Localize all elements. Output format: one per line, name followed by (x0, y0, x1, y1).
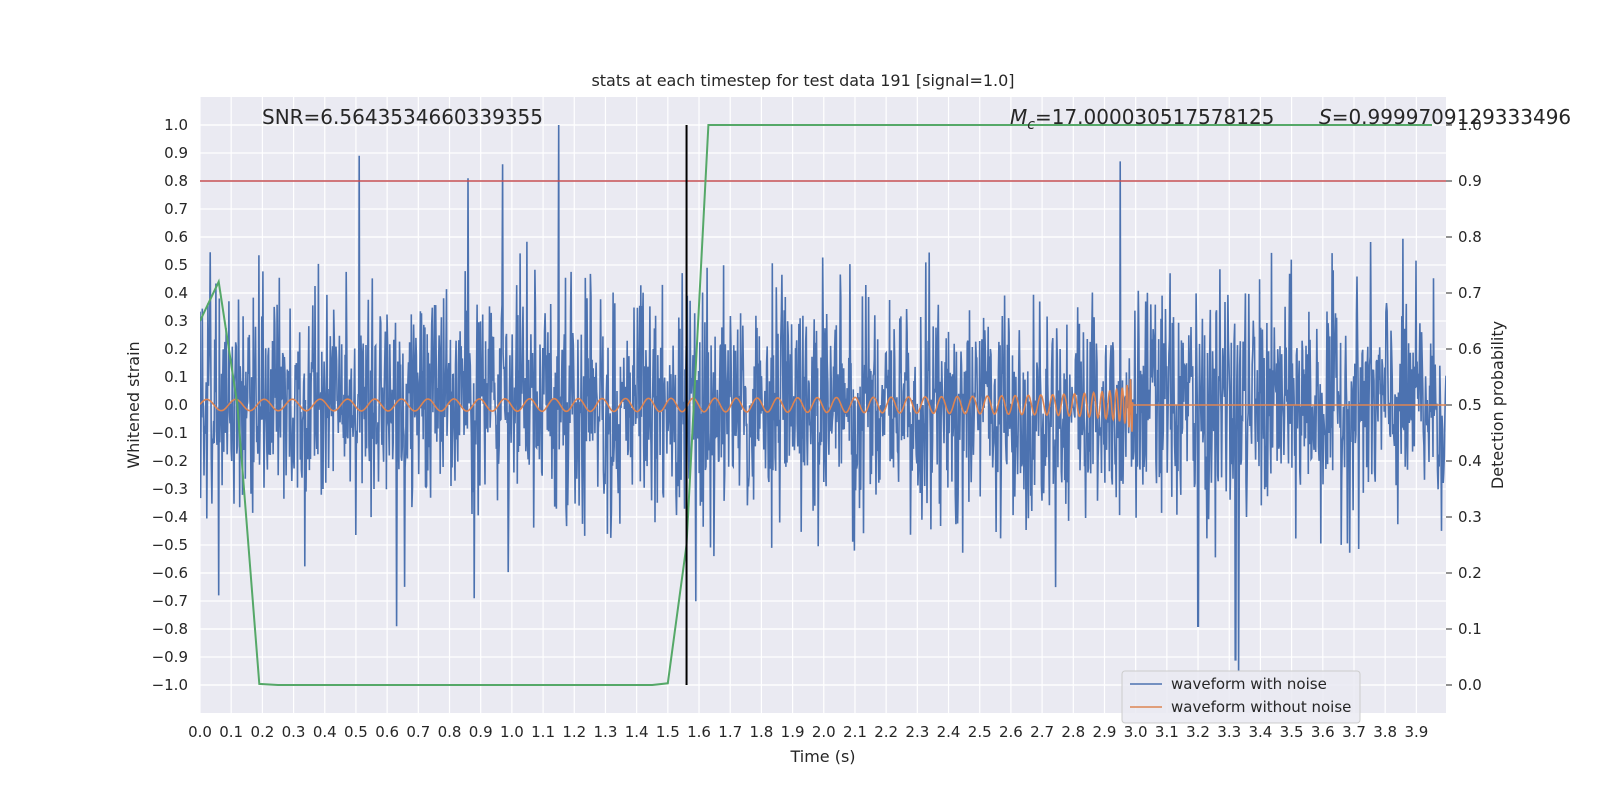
x-tick-label: 0.6 (375, 723, 399, 741)
x-tick-label: 1.8 (749, 723, 773, 741)
x-tick-label: 0.4 (313, 723, 337, 741)
y-tick-label-left: −0.8 (152, 620, 188, 638)
y-tick-label-left: 1.0 (164, 116, 188, 134)
x-tick-label: 2.6 (999, 723, 1023, 741)
legend-box (1121, 670, 1361, 724)
x-tick-label: 0.3 (282, 723, 306, 741)
y-tick-label-left: 0.2 (164, 340, 188, 358)
x-tick-label: 1.7 (718, 723, 742, 741)
x-tick-label: 1.3 (594, 723, 618, 741)
x-tick-labels: 0.0 0.1 0.2 0.3 0.4 0.5 0.6 0.7 0.8 0.9 1.0 1.1 1.2 1… (188, 723, 1428, 741)
series-detection-probability (200, 124, 1432, 686)
x-tick-label: 2.0 (812, 723, 836, 741)
chirp-mass-annotation: Mc=17.000030517578125 (1010, 105, 1274, 133)
y-tick-label-left: 0.3 (164, 312, 188, 330)
x-tick-label: 1.9 (781, 723, 805, 741)
x-tick-label: 2.7 (1030, 723, 1054, 741)
y-tick-labels-left: 1.0 0.9 0.8 0.7 0.6 0.5 0.4 0.3 0.2 0.1 0.0 −0.1 −0.… (152, 116, 188, 694)
x-tick-label: 2.5 (968, 723, 992, 741)
y-tick-label-left: −0.7 (152, 592, 188, 610)
y-tick-label-right: 0.6 (1458, 340, 1482, 358)
y-tick-label-left: 0.5 (164, 256, 188, 274)
y-tick-label-left: −0.5 (152, 536, 188, 554)
x-tick-label: 1.6 (687, 723, 711, 741)
x-tick-label: 0.2 (250, 723, 274, 741)
legend: waveform with noise waveform without noi… (1121, 670, 1361, 724)
x-tick-label: 0.1 (219, 723, 243, 741)
x-tick-label: 3.7 (1342, 723, 1366, 741)
x-tick-label: 3.9 (1404, 723, 1428, 741)
x-tick-label: 3.5 (1280, 723, 1304, 741)
y-tick-label-right: 0.2 (1458, 564, 1482, 582)
series-waveform-without-noise (200, 378, 1446, 432)
x-tick-label: 2.8 (1061, 723, 1085, 741)
x-tick-label: 0.8 (438, 723, 462, 741)
x-tick-label: 2.2 (874, 723, 898, 741)
y-tick-label-left: 0.8 (164, 172, 188, 190)
x-tick-label: 0.7 (406, 723, 430, 741)
legend-label-clean: waveform without noise (1171, 698, 1351, 716)
x-tick-label: 3.3 (1217, 723, 1241, 741)
y-tick-label-left: 0.1 (164, 368, 188, 386)
y-tick-label-right: 0.5 (1458, 396, 1482, 414)
x-tick-label: 2.1 (843, 723, 867, 741)
x-tick-label: 3.0 (1124, 723, 1148, 741)
y-tick-label-left: 0.4 (164, 284, 188, 302)
y-tick-label-left: 0.0 (164, 396, 188, 414)
x-tick-label: 2.4 (937, 723, 961, 741)
y-tick-label-left: −0.4 (152, 508, 188, 526)
x-tick-label: 2.3 (905, 723, 929, 741)
y-tick-label-right: 1.0 (1458, 116, 1482, 134)
score-symbol: S (1319, 105, 1332, 129)
score-value: =0.9999709129333496 (1332, 105, 1571, 129)
score-annotation: S=0.9999709129333496 (1319, 105, 1571, 129)
y-tick-label-right: 0.9 (1458, 172, 1482, 190)
legend-label-noise: waveform with noise (1171, 675, 1327, 693)
y-axis-label-right: Detection probability (1488, 321, 1507, 489)
y-tick-labels-right: 1.0 0.9 0.8 0.7 0.6 0.5 0.4 0.3 0.2 0.1 0.0 (1446, 116, 1482, 694)
x-tick-label: 3.4 (1248, 723, 1272, 741)
x-tick-label: 1.1 (531, 723, 555, 741)
chirp-mass-subscript: c (1027, 117, 1035, 133)
y-tick-label-left: 0.7 (164, 200, 188, 218)
x-tick-label: 0.9 (469, 723, 493, 741)
x-tick-label: 3.8 (1373, 723, 1397, 741)
y-tick-label-left: 0.6 (164, 228, 188, 246)
y-tick-label-right: 0.0 (1458, 676, 1482, 694)
chirp-mass-value: =17.000030517578125 (1035, 105, 1274, 129)
x-tick-label: 1.5 (656, 723, 680, 741)
y-tick-label-left: −0.9 (152, 648, 188, 666)
series-waveform-with-noise (200, 124, 1446, 672)
x-tick-label: 3.2 (1186, 723, 1210, 741)
chirp-mass-symbol: M (1010, 105, 1027, 129)
snr-annotation: SNR=6.5643534660339355 (262, 105, 543, 129)
x-axis-label: Time (s) (789, 747, 855, 766)
y-tick-label-left: −0.3 (152, 480, 188, 498)
y-tick-label-left: −1.0 (152, 676, 188, 694)
x-tick-label: 1.0 (500, 723, 524, 741)
y-tick-label-right: 0.3 (1458, 508, 1482, 526)
x-tick-label: 0.0 (188, 723, 212, 741)
x-tick-label: 1.2 (562, 723, 586, 741)
chart-title: stats at each timestep for test data 191… (591, 71, 1014, 90)
x-tick-label: 2.9 (1093, 723, 1117, 741)
x-tick-label: 0.5 (344, 723, 368, 741)
y-tick-label-left: 0.9 (164, 144, 188, 162)
plot-series (200, 124, 1446, 686)
y-tick-label-right: 0.4 (1458, 452, 1482, 470)
y-tick-label-left: −0.2 (152, 452, 188, 470)
y-tick-label-right: 0.7 (1458, 284, 1482, 302)
y-axis-label-left: Whitened strain (124, 341, 143, 468)
y-tick-label-left: −0.1 (152, 424, 188, 442)
x-tick-label: 3.1 (1155, 723, 1179, 741)
x-tick-label: 1.4 (625, 723, 649, 741)
y-tick-label-left: −0.6 (152, 564, 188, 582)
y-tick-label-right: 0.8 (1458, 228, 1482, 246)
y-tick-label-right: 0.1 (1458, 620, 1482, 638)
x-tick-label: 3.6 (1311, 723, 1335, 741)
